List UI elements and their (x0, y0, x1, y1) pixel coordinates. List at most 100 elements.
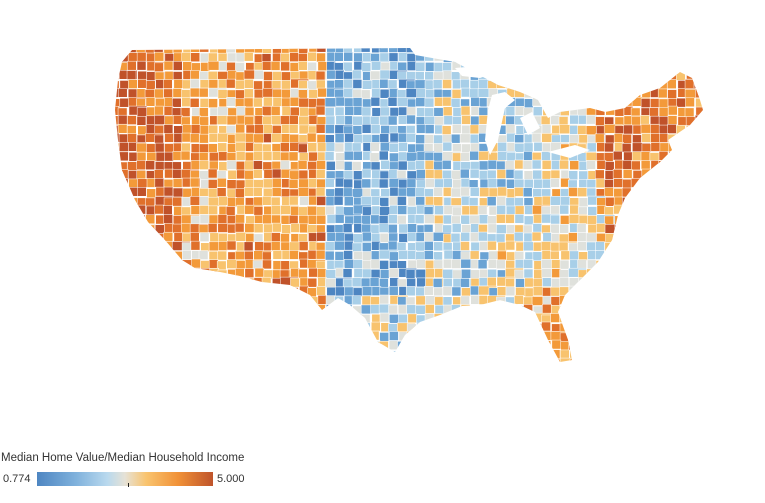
county-cell[interactable] (505, 331, 516, 341)
county-cell[interactable] (533, 341, 543, 351)
county-cell[interactable] (164, 331, 174, 341)
county-cell[interactable] (190, 295, 201, 305)
county-cell[interactable] (550, 242, 561, 252)
county-cell[interactable] (154, 204, 164, 215)
county-cell[interactable] (532, 241, 543, 252)
county-cell[interactable] (316, 206, 326, 216)
county-cell[interactable] (551, 359, 562, 369)
county-cell[interactable] (505, 240, 516, 251)
county-cell[interactable] (578, 251, 588, 261)
county-cell[interactable] (398, 142, 408, 152)
county-cell[interactable] (487, 330, 498, 341)
county-cell[interactable] (226, 97, 236, 107)
county-cell[interactable] (496, 303, 506, 314)
county-cell[interactable] (550, 223, 560, 234)
county-cell[interactable] (111, 296, 120, 306)
county-cell[interactable] (316, 340, 327, 350)
county-cell[interactable] (398, 349, 409, 360)
county-cell[interactable] (704, 342, 722, 351)
county-cell[interactable] (407, 160, 417, 171)
county-cell[interactable] (181, 242, 192, 252)
county-cell[interactable] (631, 250, 650, 260)
county-cell[interactable] (155, 151, 166, 162)
county-cell[interactable] (451, 286, 462, 297)
county-cell[interactable] (146, 143, 156, 153)
county-cell[interactable] (406, 114, 416, 125)
county-cell[interactable] (164, 143, 174, 153)
county-cell[interactable] (659, 142, 670, 153)
county-cell[interactable] (163, 106, 174, 116)
county-cell[interactable] (424, 323, 435, 334)
county-cell[interactable] (550, 233, 561, 243)
county-cell[interactable] (280, 322, 299, 333)
county-cell[interactable] (235, 123, 245, 134)
county-cell[interactable] (397, 61, 407, 72)
county-cell[interactable] (245, 305, 255, 316)
county-cell[interactable] (208, 332, 219, 343)
county-cell[interactable] (388, 304, 398, 315)
county-cell[interactable] (677, 322, 687, 332)
county-cell[interactable] (559, 269, 569, 279)
county-cell[interactable] (416, 107, 426, 117)
county-cell[interactable] (640, 98, 651, 108)
county-cell[interactable] (704, 314, 713, 323)
county-cell[interactable] (603, 89, 614, 99)
county-cell[interactable] (243, 97, 254, 108)
county-cell[interactable] (514, 197, 524, 207)
county-cell[interactable] (299, 358, 309, 368)
county-cell[interactable] (632, 134, 642, 145)
county-cell[interactable] (173, 358, 184, 368)
county-cell[interactable] (164, 168, 174, 179)
county-cell[interactable] (218, 161, 228, 171)
county-cell[interactable] (190, 124, 201, 134)
county-cell[interactable] (614, 341, 624, 351)
county-cell[interactable] (595, 268, 615, 278)
county-cell[interactable] (659, 330, 669, 341)
county-cell[interactable] (479, 313, 489, 324)
county-cell[interactable] (127, 359, 137, 369)
county-cell[interactable] (379, 332, 389, 342)
county-cell[interactable] (542, 287, 552, 297)
county-cell[interactable] (146, 313, 165, 323)
county-cell[interactable] (110, 106, 120, 116)
county-cell[interactable] (469, 134, 480, 144)
county-cell[interactable] (163, 60, 174, 71)
county-cell[interactable] (541, 170, 552, 180)
county-cell[interactable] (632, 170, 643, 180)
county-cell[interactable] (145, 197, 155, 208)
county-cell[interactable] (506, 224, 516, 234)
county-cell[interactable] (326, 44, 336, 54)
county-cell[interactable] (109, 125, 119, 135)
county-cell[interactable] (604, 359, 615, 369)
county-cell[interactable] (461, 125, 471, 135)
county-cell[interactable] (362, 188, 372, 198)
county-cell[interactable] (344, 331, 354, 341)
county-cell[interactable] (226, 240, 237, 251)
county-cell[interactable] (406, 53, 417, 63)
county-cell[interactable] (451, 358, 462, 368)
county-cell[interactable] (396, 170, 407, 180)
county-cell[interactable] (658, 44, 668, 53)
county-cell[interactable] (559, 357, 579, 367)
county-cell[interactable] (513, 187, 524, 197)
county-cell[interactable] (614, 358, 624, 368)
county-cell[interactable] (676, 71, 686, 81)
county-cell[interactable] (577, 106, 587, 117)
county-cell[interactable] (280, 215, 291, 225)
county-cell[interactable] (190, 240, 201, 251)
county-cell[interactable] (685, 367, 703, 376)
county-cell[interactable] (370, 214, 380, 225)
county-cell[interactable] (479, 241, 489, 251)
county-cell[interactable] (569, 332, 589, 342)
county-cell[interactable] (216, 305, 227, 315)
county-cell[interactable] (118, 52, 129, 62)
county-cell[interactable] (181, 278, 192, 289)
county-cell[interactable] (532, 78, 542, 89)
county-cell[interactable] (531, 53, 542, 63)
county-cell[interactable] (190, 331, 200, 342)
county-cell[interactable] (289, 250, 299, 260)
county-cell[interactable] (199, 359, 218, 369)
county-cell[interactable] (578, 61, 588, 71)
county-cell[interactable] (263, 323, 273, 334)
county-cell[interactable] (200, 322, 220, 332)
